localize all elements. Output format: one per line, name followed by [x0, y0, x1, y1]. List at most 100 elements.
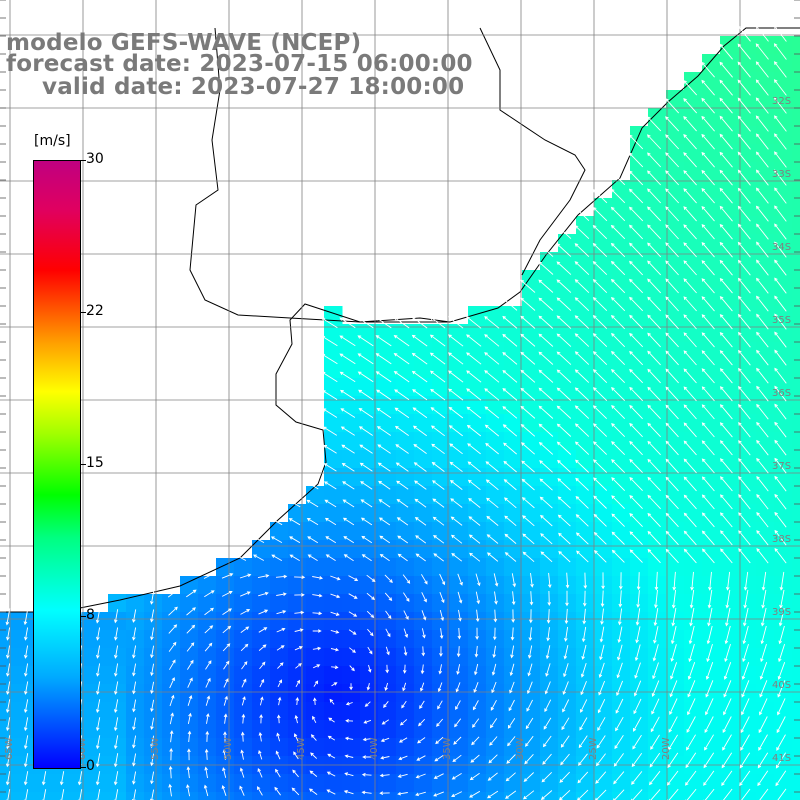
- field-cell: [450, 684, 469, 703]
- field-cell: [648, 594, 667, 613]
- field-cell: [450, 576, 469, 595]
- wind-arrow: [668, 734, 678, 751]
- wind-arrow: [114, 627, 119, 641]
- field-cell: [756, 684, 775, 703]
- wind-arrow: [703, 770, 715, 786]
- field-cell: [342, 630, 361, 649]
- field-cell: [684, 540, 703, 559]
- field-cell: [594, 522, 613, 541]
- field-cell: [180, 594, 199, 613]
- wind-arrow: [187, 659, 194, 670]
- wind-arrow: [557, 459, 572, 473]
- wind-arrow: [565, 590, 569, 607]
- field-cell: [342, 414, 361, 433]
- field-cell: [18, 702, 37, 721]
- field-cell: [432, 702, 451, 721]
- field-cell: [180, 630, 199, 649]
- wind-arrow: [581, 626, 587, 643]
- wind-arrow: [755, 25, 769, 42]
- field-cell: [342, 342, 361, 361]
- field-cell: [612, 522, 631, 541]
- wind-arrow: [592, 206, 608, 222]
- wind-arrow: [270, 536, 283, 543]
- wind-arrow: [291, 787, 300, 796]
- wind-arrow: [169, 712, 174, 725]
- field-cell: [720, 702, 739, 721]
- field-cell: [792, 792, 800, 800]
- field-cell: [648, 270, 667, 289]
- wind-arrow: [556, 333, 572, 347]
- wind-arrow: [665, 242, 679, 258]
- wind-arrow: [778, 625, 785, 645]
- field-cell: [558, 486, 577, 505]
- wind-arrow: [683, 530, 697, 546]
- wind-arrow: [341, 462, 355, 472]
- wind-arrow: [258, 749, 263, 760]
- wind-arrow: [327, 753, 336, 759]
- wind-arrow: [670, 626, 677, 645]
- wind-arrow: [616, 680, 624, 697]
- field-cell: [612, 270, 631, 289]
- wind-arrow: [259, 696, 264, 706]
- wind-arrow: [742, 607, 749, 627]
- field-cell: [432, 414, 451, 433]
- wind-arrow: [592, 351, 608, 366]
- wind-arrow: [755, 115, 769, 132]
- field-cell: [468, 684, 487, 703]
- wind-arrow: [665, 422, 679, 438]
- wind-arrow: [723, 698, 732, 716]
- field-cell: [666, 774, 685, 793]
- wind-arrow: [705, 662, 714, 680]
- field-cell: [252, 666, 271, 685]
- field-cell: [450, 648, 469, 667]
- wind-arrow: [451, 791, 462, 798]
- field-cell: [306, 612, 325, 631]
- wind-arrow: [132, 771, 137, 785]
- wind-arrow: [665, 368, 679, 384]
- wind-arrow: [574, 369, 590, 383]
- wind-arrow: [756, 295, 769, 312]
- field-cell: [666, 486, 685, 505]
- field-cell: [504, 450, 523, 469]
- wind-arrow: [611, 423, 626, 438]
- wind-arrow: [132, 717, 137, 731]
- field-cell: [162, 612, 181, 631]
- field-cell: [144, 594, 163, 613]
- field-cell: [216, 792, 235, 800]
- wind-arrow: [113, 645, 119, 659]
- wind-arrow: [542, 735, 552, 748]
- wind-arrow: [402, 574, 411, 584]
- field-cell: [468, 792, 487, 800]
- field-cell: [792, 702, 800, 721]
- field-cell: [306, 630, 325, 649]
- field-cell: [702, 720, 721, 739]
- wind-arrow: [132, 663, 137, 677]
- field-cell: [432, 396, 451, 415]
- field-cell: [774, 576, 793, 595]
- wind-arrow: [672, 571, 677, 591]
- field-cell: [450, 594, 469, 613]
- field-cell: [450, 450, 469, 469]
- wind-arrow: [719, 386, 733, 402]
- field-cell: [360, 720, 379, 739]
- field-cell: [342, 522, 361, 541]
- wind-arrow: [187, 695, 193, 706]
- field-cell: [684, 558, 703, 577]
- wind-arrow: [289, 554, 300, 561]
- field-cell: [378, 342, 397, 361]
- wind-arrow: [95, 681, 101, 695]
- wind-arrow: [701, 458, 715, 474]
- field-cell: [648, 252, 667, 271]
- field-cell: [612, 216, 631, 235]
- wind-arrow: [556, 297, 572, 311]
- wind-arrow: [610, 206, 626, 222]
- field-cell: [486, 792, 505, 800]
- field-cell: [18, 648, 37, 667]
- wind-arrow: [509, 663, 515, 677]
- field-cell: [792, 432, 800, 451]
- field-cell: [324, 540, 343, 559]
- wind-arrow: [756, 403, 769, 420]
- wind-arrow: [574, 225, 590, 240]
- field-cell: [540, 774, 559, 793]
- field-cell: [450, 360, 469, 379]
